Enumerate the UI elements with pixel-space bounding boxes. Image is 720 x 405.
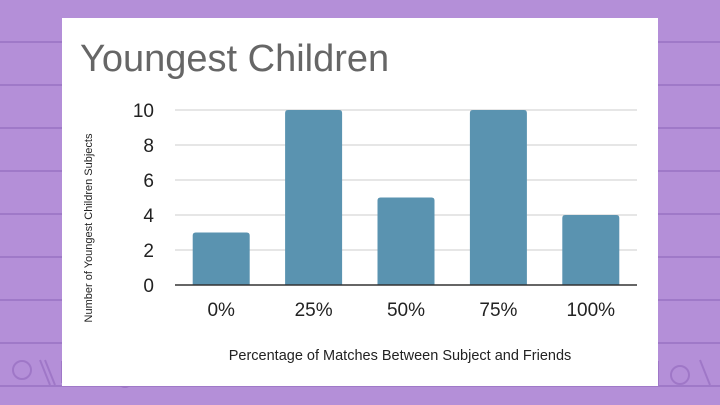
bar-25pct (285, 110, 343, 285)
x-tick-label: 0% (207, 300, 235, 321)
y-tick-label: 4 (143, 206, 154, 227)
x-axis-label: Percentage of Matches Between Subject an… (228, 348, 572, 364)
x-tick-label: 25% (295, 300, 333, 321)
x-tick-label: 100% (566, 300, 615, 321)
y-tick-label: 8 (143, 136, 154, 157)
chart-title: Youngest Children (80, 38, 390, 80)
bar-0pct (192, 232, 250, 285)
bar-75pct (469, 110, 527, 285)
y-tick-label: 10 (133, 101, 154, 122)
bar-100pct (562, 215, 620, 285)
x-tick-label: 75% (479, 300, 517, 321)
x-tick-label: 50% (387, 300, 425, 321)
y-tick-label: 0 (143, 276, 154, 297)
bar-50pct (377, 197, 435, 285)
y-tick-label: 6 (143, 171, 154, 192)
chart-card: Youngest Children Number of Youngest Chi… (62, 18, 658, 386)
y-tick-label: 2 (143, 241, 154, 262)
